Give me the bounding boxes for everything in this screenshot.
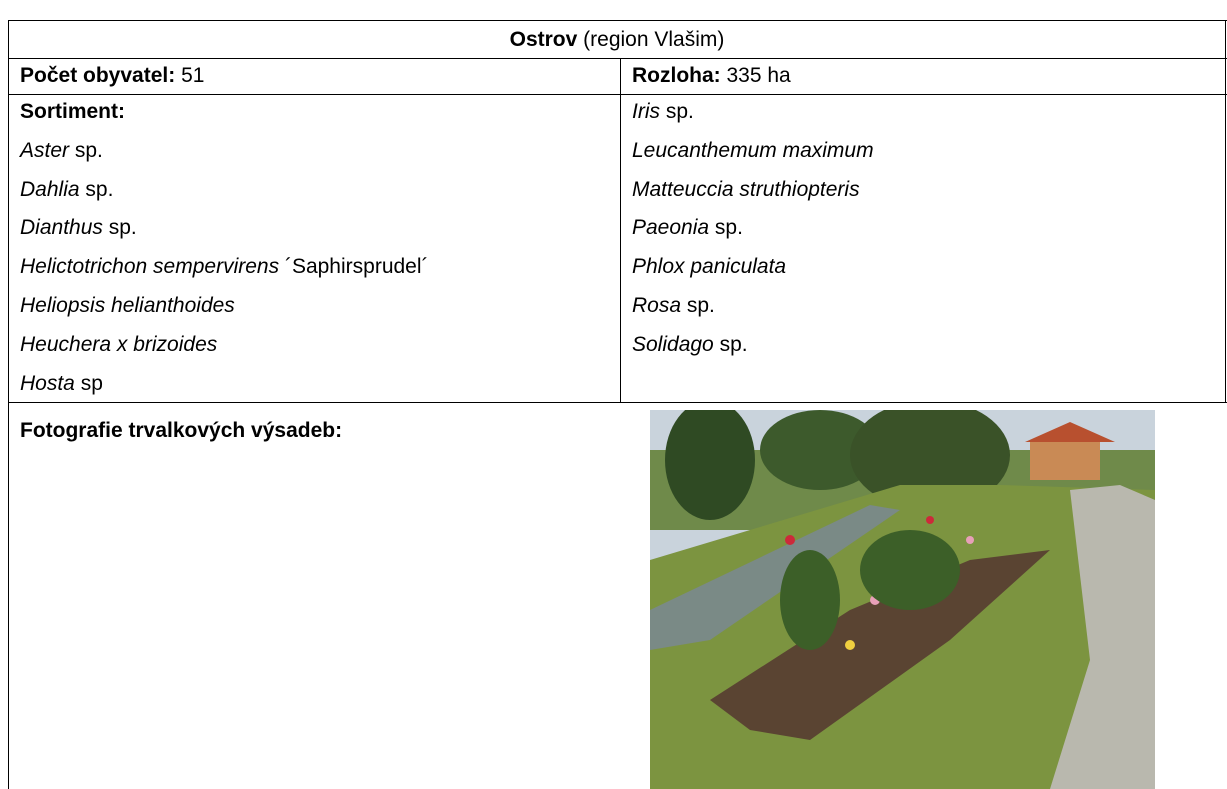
photo bbox=[650, 410, 1155, 789]
plant-name: Heuchera x brizoides bbox=[20, 332, 218, 356]
border bbox=[620, 58, 621, 402]
plant-qualifier: sp. bbox=[74, 138, 103, 162]
plant-name: Phlox paniculata bbox=[632, 255, 787, 279]
plant-qualifier: sp. bbox=[686, 293, 715, 317]
plant-name: Matteuccia struthiopteris bbox=[632, 177, 860, 201]
photos-label: Fotografie trvalkových výsadeb: bbox=[20, 412, 342, 451]
plant: Dahlia sp. bbox=[20, 171, 429, 210]
plant: Heliopsis helianthoides bbox=[20, 287, 429, 326]
plant: Matteuccia struthiopteris bbox=[632, 171, 874, 210]
plant-name: Aster bbox=[20, 138, 70, 162]
plant: Heuchera x brizoides bbox=[20, 326, 429, 365]
plant-name: Leucanthemum maximum bbox=[632, 138, 874, 162]
border bbox=[8, 20, 1227, 21]
plant: Helictotrichon sempervirens ´Saphirsprud… bbox=[20, 248, 429, 287]
plant: Paeonia sp. bbox=[632, 209, 874, 248]
plant: Phlox paniculata bbox=[632, 248, 874, 287]
title-bold: Ostrov bbox=[509, 28, 578, 51]
plant-name: Hosta bbox=[20, 371, 75, 395]
plant-name: Paeonia bbox=[632, 216, 710, 240]
plant-name: Heliopsis helianthoides bbox=[20, 293, 235, 317]
title: Ostrov (region Vlašim) bbox=[8, 21, 1226, 58]
plant-name: Solidago bbox=[632, 332, 714, 356]
plant-qualifier: sp bbox=[80, 371, 103, 395]
plant-list: Sortiment: Aster sp. Dahlia sp. Dianthus sp… bbox=[20, 93, 429, 403]
population: Počet obyvatel: 51 bbox=[20, 58, 204, 94]
plant: Rosa sp. bbox=[632, 287, 874, 326]
plant: Iris sp. bbox=[632, 93, 874, 132]
label: Sortiment: bbox=[20, 100, 125, 123]
plant-qualifier: sp. bbox=[108, 216, 137, 240]
border bbox=[8, 58, 1227, 59]
plant-qualifier: sp. bbox=[85, 177, 114, 201]
label: Fotografie trvalkových výsadeb: bbox=[20, 419, 343, 442]
plant-qualifier: sp. bbox=[719, 332, 748, 356]
label: Počet obyvatel: bbox=[20, 64, 176, 87]
plant-name: Iris bbox=[632, 100, 660, 123]
area: Rozloha: 335 ha bbox=[632, 58, 791, 94]
plant-qualifier: ´Saphirsprudel´ bbox=[284, 255, 429, 279]
plant-name: Rosa bbox=[632, 293, 682, 317]
border bbox=[8, 402, 1227, 403]
border bbox=[8, 94, 1227, 95]
border bbox=[8, 20, 9, 789]
border bbox=[1225, 20, 1226, 402]
plant-name: Dianthus bbox=[20, 216, 103, 240]
plant-qualifier: sp. bbox=[714, 216, 743, 240]
plant-name: Helictotrichon sempervirens bbox=[20, 255, 280, 279]
plant: Dianthus sp. bbox=[20, 209, 429, 248]
value: 51 bbox=[181, 64, 205, 87]
plant: Leucanthemum maximum bbox=[632, 132, 874, 171]
plant-list: Iris sp. Leucanthemum maximum Matteuccia s… bbox=[632, 93, 874, 365]
plant: Aster sp. bbox=[20, 132, 429, 171]
plant-name: Dahlia bbox=[20, 177, 80, 201]
value: 335 ha bbox=[726, 64, 791, 87]
plant: Solidago sp. bbox=[632, 326, 874, 365]
plant: Hosta sp bbox=[20, 365, 429, 404]
label: Rozloha: bbox=[632, 64, 721, 87]
plant-qualifier: sp. bbox=[665, 100, 694, 123]
title-rest: (region Vlašim) bbox=[583, 28, 725, 51]
